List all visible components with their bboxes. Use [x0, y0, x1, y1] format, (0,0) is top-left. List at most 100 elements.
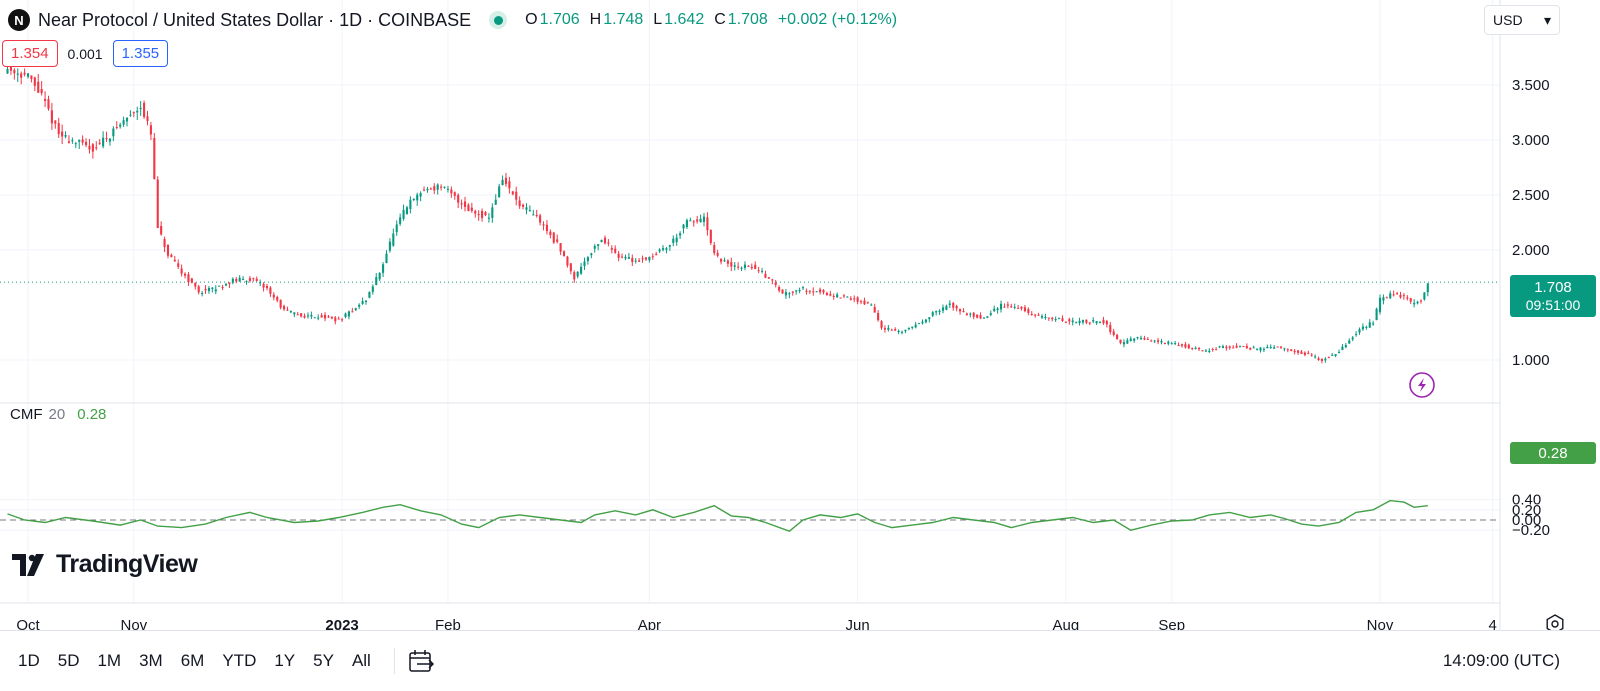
range-5d[interactable]: 5D	[57, 651, 80, 670]
candle	[23, 68, 26, 77]
candle-body	[1126, 340, 1129, 344]
symbol-title[interactable]: Near Protocol / United States Dollar · 1…	[38, 9, 472, 30]
candle	[477, 210, 480, 221]
candle	[395, 220, 398, 236]
candle	[1389, 290, 1392, 300]
candle-body	[422, 189, 426, 191]
candle-body	[1051, 317, 1054, 320]
sell-button[interactable]: 1.354	[2, 40, 58, 67]
candle-body	[825, 292, 828, 296]
candle-body	[248, 278, 251, 281]
candle	[979, 312, 982, 320]
time-axis[interactable]: Oct Nov 2023 Feb Apr Jun Aug Sep Nov 4	[16, 617, 1497, 630]
goto-date-button[interactable]	[407, 648, 435, 674]
calendar-goto-icon	[409, 650, 434, 672]
candle	[228, 282, 231, 288]
candle-body	[952, 303, 955, 308]
candle-body	[921, 321, 924, 324]
candle-body	[870, 304, 873, 306]
range-5y[interactable]: 5Y	[313, 651, 334, 670]
buy-button[interactable]: 1.355	[112, 40, 169, 67]
candle	[873, 303, 876, 313]
chart-svg[interactable]: 3.500 3.000 2.500 2.000 1.000 0.400.200.00−0…	[0, 0, 1600, 630]
utc-clock[interactable]: 14:09:00 (UTC)	[1442, 651, 1560, 670]
candle	[385, 250, 388, 264]
candle-body	[679, 233, 682, 236]
candle-body	[1003, 306, 1006, 308]
candle	[993, 305, 996, 313]
candle	[71, 137, 74, 144]
candle	[1098, 320, 1102, 324]
time-tick-label: Aug	[1053, 617, 1080, 630]
settings-gear-icon[interactable]	[1546, 614, 1564, 630]
candle	[822, 289, 825, 295]
candle	[78, 139, 81, 149]
candle-body	[535, 214, 538, 216]
range-ytd[interactable]: YTD	[222, 651, 257, 670]
candle-body	[907, 327, 910, 330]
range-6m[interactable]: 6M	[180, 651, 205, 670]
candle	[1324, 357, 1327, 363]
range-1y[interactable]: 1Y	[274, 651, 296, 670]
candle	[969, 312, 972, 318]
candle	[1290, 348, 1293, 352]
candle-body	[1252, 347, 1255, 349]
candle	[33, 76, 36, 92]
candle-body	[699, 218, 702, 223]
tradingview-logo[interactable]: TradingView	[12, 550, 198, 579]
candle-body	[805, 290, 808, 292]
candle	[750, 263, 753, 270]
candle	[501, 175, 504, 186]
candle-body	[890, 329, 893, 331]
candle-body	[959, 309, 962, 312]
candle-body	[685, 220, 688, 228]
candle	[1044, 313, 1047, 320]
candle	[815, 291, 818, 293]
candle-body	[491, 207, 494, 218]
candle	[498, 183, 501, 198]
candle-body	[1344, 345, 1347, 348]
candle-body	[682, 224, 685, 229]
price-axis[interactable]: 3.500 3.000 2.500 2.000 1.000	[1512, 77, 1550, 369]
candle	[1051, 316, 1054, 322]
range-3m[interactable]: 3M	[139, 651, 163, 670]
candle	[1153, 339, 1156, 344]
market-status-icon[interactable]	[489, 11, 508, 29]
candle-body	[1419, 300, 1423, 302]
candle-body	[1177, 345, 1180, 347]
candle	[139, 100, 142, 116]
candle	[286, 306, 289, 311]
candle	[463, 196, 467, 212]
candle-body	[528, 210, 531, 212]
cmf-axis[interactable]: 0.400.200.00−0.20	[1512, 492, 1550, 540]
cmf-tick-label: −0.20	[1512, 522, 1550, 539]
candle	[508, 176, 511, 194]
candle-body	[593, 246, 596, 249]
currency-select[interactable]: USD ▾	[1484, 5, 1560, 35]
candle	[412, 198, 415, 202]
candle	[40, 81, 43, 96]
candle-body	[23, 72, 26, 75]
candle-body	[327, 316, 330, 318]
candle	[880, 320, 883, 330]
live-bolt-icon[interactable]	[1409, 372, 1435, 398]
candle-body	[1348, 340, 1351, 344]
candle-body	[1081, 319, 1085, 323]
range-1m[interactable]: 1M	[97, 651, 122, 670]
candle-body	[334, 317, 337, 322]
candle	[474, 209, 477, 218]
candle	[436, 183, 439, 195]
range-1d[interactable]: 1D	[18, 651, 40, 670]
candle-body	[395, 224, 398, 233]
candle	[1184, 341, 1187, 349]
candle	[16, 68, 19, 83]
candle	[388, 238, 391, 253]
candle	[945, 304, 948, 311]
candle-body	[1365, 326, 1368, 328]
candle	[600, 239, 603, 243]
candle	[1351, 335, 1354, 342]
cmf-legend[interactable]: CMF 20 0.28	[10, 406, 106, 423]
candle-body	[306, 315, 310, 317]
bar-countdown: 09:51:00	[1526, 297, 1581, 313]
range-all[interactable]: All	[351, 651, 371, 670]
